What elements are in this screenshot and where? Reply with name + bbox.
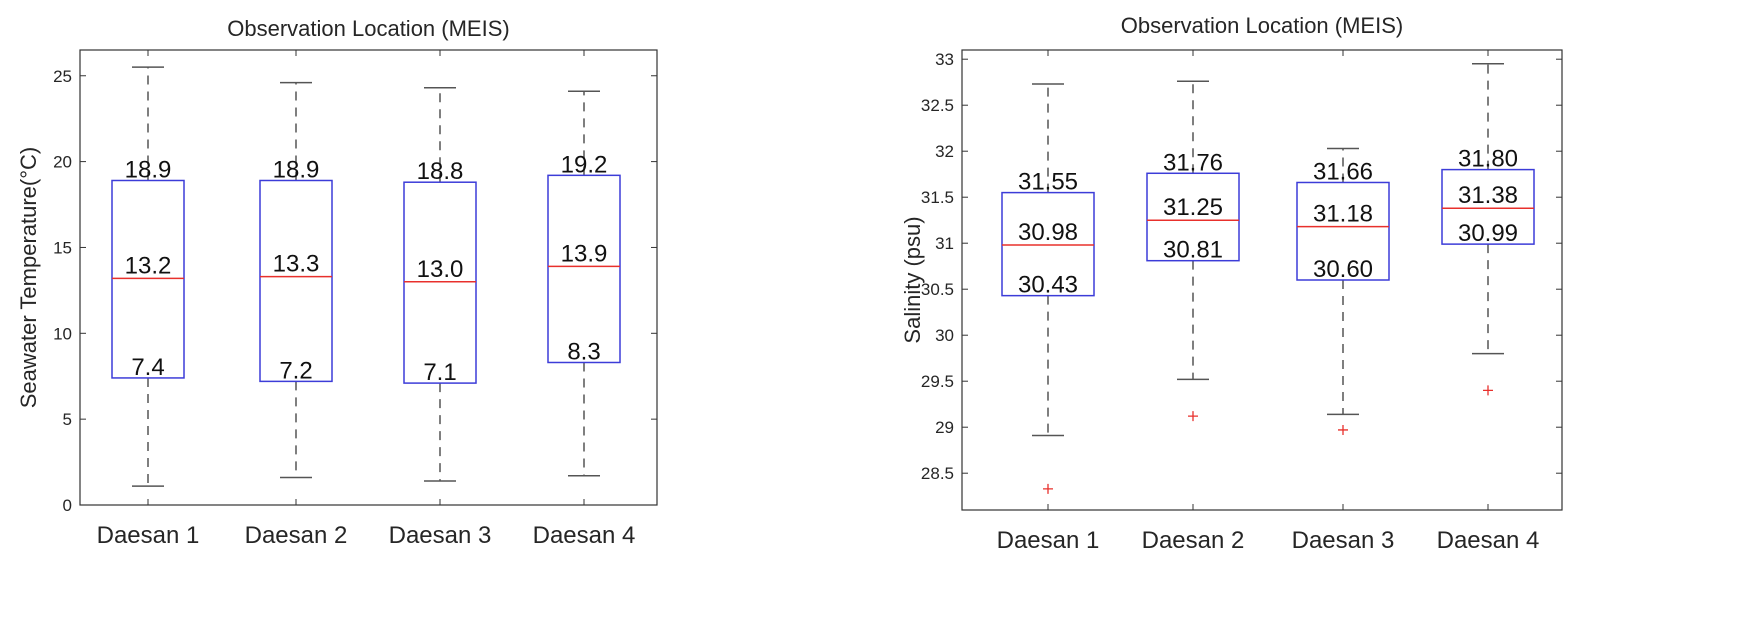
y-tick-label: 20 bbox=[53, 153, 72, 172]
median-value-label: 13.9 bbox=[561, 240, 608, 267]
q3-value-label: 18.9 bbox=[273, 156, 320, 183]
outlier-marker bbox=[1043, 483, 1053, 494]
y-axis-label: Salinity (psu) bbox=[900, 216, 925, 343]
x-category-label: Daesan 1 bbox=[97, 522, 200, 549]
median-value-label: 31.25 bbox=[1163, 194, 1223, 221]
median-value-label: 30.98 bbox=[1018, 219, 1078, 246]
median-value-label: 13.3 bbox=[273, 251, 320, 278]
y-tick-label: 31.5 bbox=[921, 188, 954, 207]
y-tick-label: 10 bbox=[53, 324, 72, 343]
x-category-label: Daesan 2 bbox=[1142, 527, 1245, 554]
box-group-daesan-2: 31.76 31.25 30.81 bbox=[1146, 80, 1240, 422]
y-tick-label: 31 bbox=[935, 234, 954, 253]
y-tick-label: 33 bbox=[935, 50, 954, 69]
y-tick-label: 15 bbox=[53, 238, 72, 257]
outlier-marker bbox=[1483, 385, 1493, 396]
box-group-daesan-3: 18.8 13.0 7.1 bbox=[403, 87, 477, 482]
median-value-label: 13.0 bbox=[417, 256, 464, 283]
q3-value-label: 31.55 bbox=[1018, 169, 1078, 196]
y-tick-label: 25 bbox=[53, 67, 72, 86]
y-tick-label: 30 bbox=[935, 326, 954, 345]
iqr-box bbox=[403, 181, 477, 384]
q1-value-label: 30.60 bbox=[1313, 256, 1373, 283]
q3-value-label: 31.76 bbox=[1163, 149, 1223, 176]
plot-area-frame bbox=[961, 49, 1563, 511]
box-group-daesan-1: 18.9 13.2 7.4 bbox=[111, 66, 185, 487]
y-tick-label: 5 bbox=[63, 410, 72, 429]
x-category-label: Daesan 4 bbox=[1437, 527, 1540, 554]
plot-area-frame bbox=[79, 49, 658, 506]
box-group-daesan-2: 18.9 13.3 7.2 bbox=[259, 81, 333, 479]
q1-value-label: 7.4 bbox=[131, 354, 164, 381]
q3-value-label: 31.80 bbox=[1458, 146, 1518, 173]
y-tick-label: 32.5 bbox=[921, 96, 954, 115]
q3-value-label: 18.9 bbox=[125, 156, 172, 183]
iqr-box bbox=[259, 179, 333, 383]
y-axis-label: Seawater Temperature(°C) bbox=[16, 147, 41, 409]
y-tick-label: 28.5 bbox=[921, 464, 954, 483]
q1-value-label: 7.2 bbox=[279, 357, 312, 384]
q1-value-label: 30.81 bbox=[1163, 237, 1223, 264]
iqr-box bbox=[111, 179, 185, 379]
median-value-label: 31.38 bbox=[1458, 182, 1518, 209]
temperature-boxplot-chart: Observation Location (MEIS) 0 5 10 15 20 25 Sea… bbox=[16, 16, 658, 549]
box-group-daesan-3: 31.66 31.18 30.60 bbox=[1296, 147, 1390, 435]
y-tick-label: 32 bbox=[935, 142, 954, 161]
x-category-label: Daesan 3 bbox=[1292, 527, 1395, 554]
y-tick-label: 29.5 bbox=[921, 372, 954, 391]
x-category-label: Daesan 1 bbox=[997, 527, 1100, 554]
outlier-marker bbox=[1338, 424, 1348, 435]
outlier-marker bbox=[1188, 411, 1198, 422]
x-category-label: Daesan 4 bbox=[533, 522, 636, 549]
iqr-box bbox=[1296, 181, 1390, 281]
iqr-box bbox=[1001, 191, 1095, 297]
q1-value-label: 7.1 bbox=[423, 359, 456, 386]
iqr-box bbox=[547, 174, 621, 364]
x-category-label: Daesan 2 bbox=[245, 522, 348, 549]
q1-value-label: 30.99 bbox=[1458, 220, 1518, 247]
box-group-daesan-4: 19.2 13.9 8.3 bbox=[547, 90, 621, 477]
box-group-daesan-4: 31.80 31.38 30.99 bbox=[1441, 63, 1535, 396]
box-group-daesan-1: 31.55 30.98 30.43 bbox=[1001, 83, 1095, 494]
q3-value-label: 19.2 bbox=[561, 151, 608, 178]
median-value-label: 31.18 bbox=[1313, 201, 1373, 228]
y-tick-label: 29 bbox=[935, 418, 954, 437]
y-tick-label: 0 bbox=[63, 496, 72, 515]
salinity-boxplot-chart: Observation Location (MEIS) 28.5 29 29.5 30 3… bbox=[900, 13, 1563, 554]
iqr-box bbox=[1146, 172, 1240, 262]
q3-value-label: 31.66 bbox=[1313, 158, 1373, 185]
q3-value-label: 18.8 bbox=[417, 158, 464, 185]
x-category-label: Daesan 3 bbox=[389, 522, 492, 549]
q1-value-label: 8.3 bbox=[567, 338, 600, 365]
median-value-label: 13.2 bbox=[125, 252, 172, 279]
chart-title: Observation Location (MEIS) bbox=[1121, 13, 1403, 38]
y-tick-label: 30.5 bbox=[921, 280, 954, 299]
q1-value-label: 30.43 bbox=[1018, 272, 1078, 299]
chart-title: Observation Location (MEIS) bbox=[227, 16, 509, 41]
iqr-box bbox=[1441, 168, 1535, 245]
